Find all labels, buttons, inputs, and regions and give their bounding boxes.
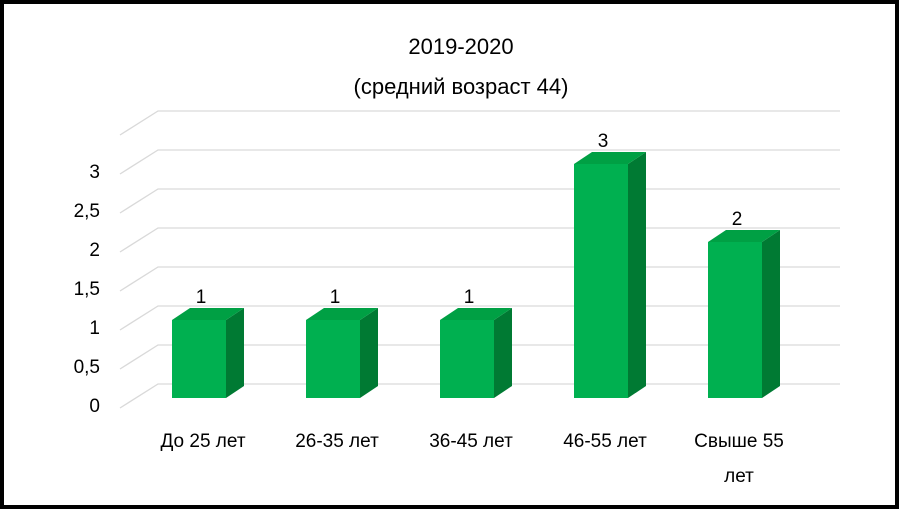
data-label: 2 bbox=[732, 209, 743, 230]
bar bbox=[306, 308, 378, 398]
bar bbox=[172, 308, 244, 398]
chart-title: 2019-2020 bbox=[408, 34, 513, 59]
bar-top bbox=[440, 308, 512, 320]
bar bbox=[574, 152, 646, 398]
bar-front bbox=[708, 242, 762, 398]
y-tick-label: 2,5 bbox=[74, 201, 100, 222]
y-tick-label: 0,5 bbox=[74, 357, 100, 378]
y-tick-label: 1,5 bbox=[74, 279, 100, 300]
data-label: 3 bbox=[598, 131, 609, 152]
bar-front bbox=[306, 320, 360, 398]
x-tick-label: 46-55 лет bbox=[563, 431, 647, 452]
y-tick-label: 2 bbox=[89, 240, 100, 261]
y-tick-label: 0 bbox=[89, 396, 100, 417]
bar-top bbox=[708, 230, 780, 242]
bar-side bbox=[360, 308, 378, 398]
bar-side bbox=[628, 152, 646, 398]
x-tick-label: Свыше 55 лет bbox=[694, 431, 784, 487]
grid-line bbox=[119, 149, 840, 175]
bar-top bbox=[172, 308, 244, 320]
data-label: 1 bbox=[330, 287, 341, 308]
bar-side bbox=[762, 230, 780, 398]
bar bbox=[440, 308, 512, 398]
data-label: 1 bbox=[196, 287, 207, 308]
x-tick-label: 26-35 лет bbox=[295, 431, 379, 452]
bar-front bbox=[440, 320, 494, 398]
data-label: 1 bbox=[464, 287, 475, 308]
y-tick-label: 3 bbox=[89, 162, 100, 183]
bar-side bbox=[226, 308, 244, 398]
bar-front bbox=[574, 164, 628, 398]
bar-side bbox=[494, 308, 512, 398]
chart-subtitle: (средний возраст 44) bbox=[354, 74, 569, 99]
x-tick-label: До 25 лет bbox=[160, 431, 245, 452]
x-tick-label: 36-45 лет bbox=[429, 431, 513, 452]
grid-line bbox=[119, 110, 840, 136]
bar bbox=[708, 230, 780, 398]
bar-top bbox=[306, 308, 378, 320]
bar-front bbox=[172, 320, 226, 398]
bar-top bbox=[574, 152, 646, 164]
y-tick-label: 1 bbox=[89, 318, 100, 339]
